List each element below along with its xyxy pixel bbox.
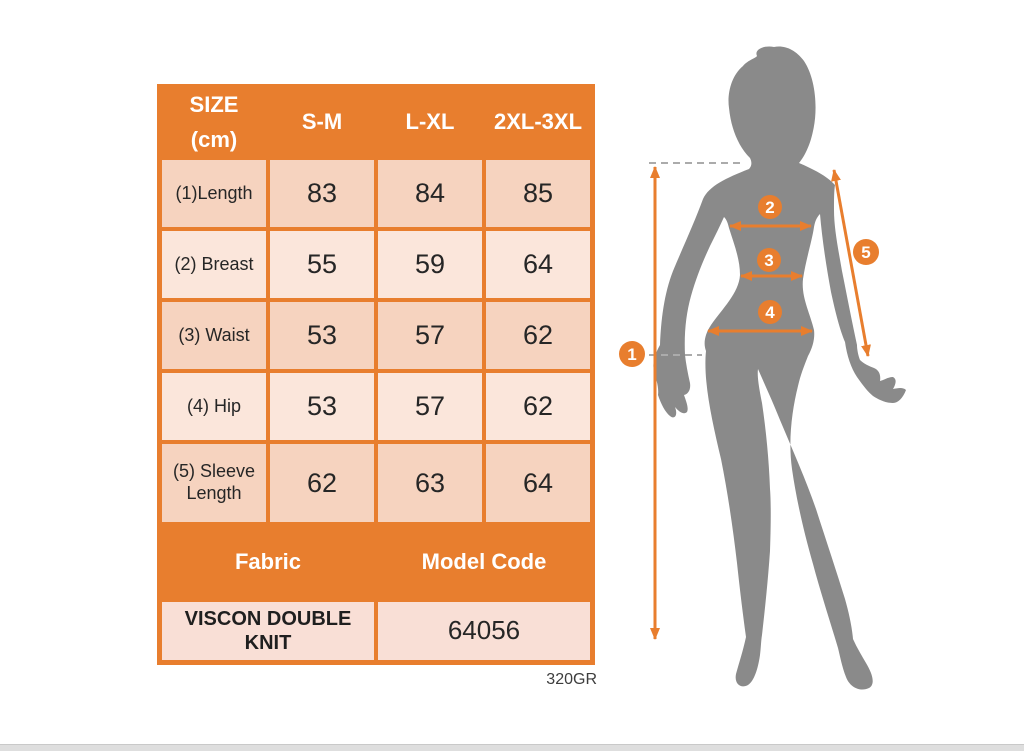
- sleeve-arrow: [831, 169, 871, 357]
- row-label-breast: (2) Breast: [162, 231, 266, 298]
- length-sm: 83: [270, 160, 374, 227]
- sleeve-sm: 62: [270, 444, 374, 522]
- female-silhouette: [653, 46, 906, 690]
- waist-lxl: 57: [378, 302, 482, 369]
- badge-2: 2: [758, 195, 782, 219]
- size-chart-table: SIZE (cm) S-M L-XL 2XL-3XL (1)Length 83 …: [157, 84, 595, 665]
- svg-text:1: 1: [627, 345, 636, 364]
- breast-2xl3xl: 64: [486, 231, 590, 298]
- waist-2xl3xl: 62: [486, 302, 590, 369]
- fabric-value: VISCON DOUBLE KNIT: [162, 602, 374, 660]
- svg-text:5: 5: [861, 243, 870, 262]
- column-header-sm: S-M: [270, 89, 374, 156]
- svg-text:2: 2: [765, 198, 774, 217]
- model-code-header: Model Code: [378, 526, 590, 598]
- waist-sm: 53: [270, 302, 374, 369]
- badge-1: 1: [619, 341, 645, 367]
- fabric-header: Fabric: [162, 526, 374, 598]
- hip-lxl: 57: [378, 373, 482, 440]
- badge-4: 4: [758, 300, 782, 324]
- sleeve-lxl: 63: [378, 444, 482, 522]
- svg-text:4: 4: [765, 303, 775, 322]
- size-unit-line1: SIZE: [189, 92, 239, 118]
- sleeve-2xl3xl: 64: [486, 444, 590, 522]
- row-label-sleeve-length: (5) Sleeve Length: [162, 444, 266, 522]
- hip-2xl3xl: 62: [486, 373, 590, 440]
- column-header-2xl3xl: 2XL-3XL: [486, 89, 590, 156]
- column-header-lxl: L-XL: [378, 89, 482, 156]
- model-code-value: 64056: [378, 602, 590, 660]
- badge-5: 5: [853, 239, 879, 265]
- hip-sm: 53: [270, 373, 374, 440]
- body-measurement-figure: 1 2 3 4 5: [619, 46, 906, 690]
- fabric-weight-footnote: 320GR: [546, 671, 597, 688]
- badge-3: 3: [757, 248, 781, 272]
- row-label-waist: (3) Waist: [162, 302, 266, 369]
- breast-lxl: 59: [378, 231, 482, 298]
- size-unit-line2: (cm): [190, 126, 238, 152]
- length-lxl: 84: [378, 160, 482, 227]
- svg-text:3: 3: [764, 251, 773, 270]
- row-label-length: (1)Length: [162, 160, 266, 227]
- length-2xl3xl: 85: [486, 160, 590, 227]
- bottom-divider: [0, 744, 1024, 751]
- row-label-hip: (4) Hip: [162, 373, 266, 440]
- size-unit-header: SIZE (cm): [162, 89, 266, 156]
- breast-sm: 55: [270, 231, 374, 298]
